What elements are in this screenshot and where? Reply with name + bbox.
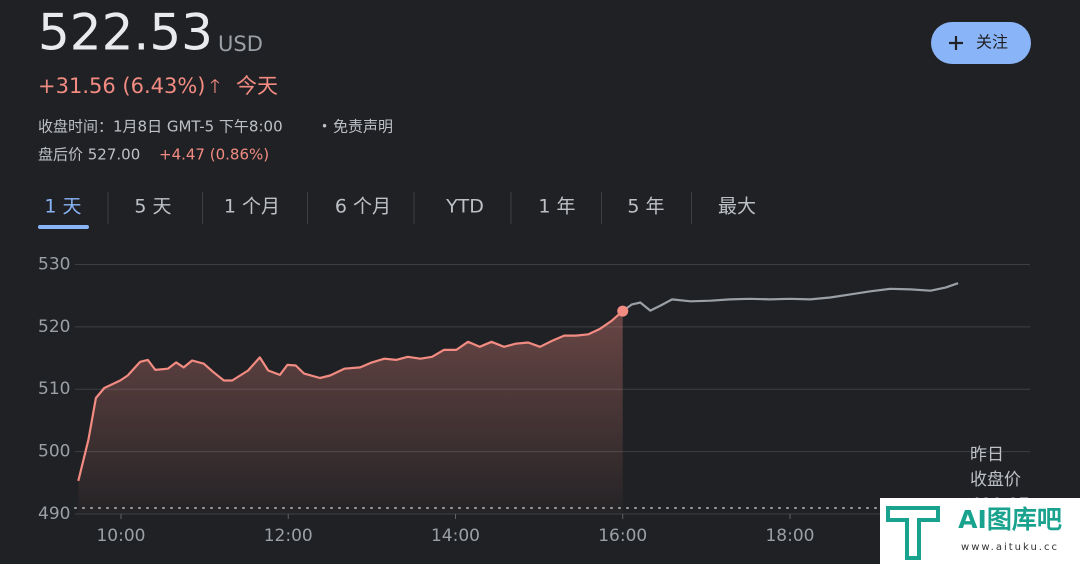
y-tick-label: 510 [38,379,70,399]
y-tick-label: 500 [38,442,70,462]
tab-underline [38,225,89,229]
price: 522.53 [38,4,213,62]
change: +31.56 (6.43%) [38,74,206,98]
change-arrow: 🡑 [210,76,220,98]
tab[interactable]: YTD [445,196,484,218]
separator: • [321,120,328,134]
disclaimer[interactable]: 免责声明 [333,118,393,136]
x-tick-label: 10:00 [96,526,145,546]
watermark-url: www.aituku.cc [961,542,1059,553]
tab[interactable]: 6 个月 [335,196,391,218]
button-bg[interactable] [931,22,1031,64]
close-time: 收盘时间：1月8日 GMT-5 下午8:00 [38,118,283,136]
plus-icon[interactable] [949,36,963,50]
watermark: AI图库吧 www.aituku.cc [880,498,1080,564]
x-tick-label: 16:00 [598,526,647,546]
tab[interactable]: 1 个月 [224,196,280,218]
y-tick-label: 490 [38,504,70,524]
tabs: 1 天 5 天 1 个月 6 个月 YTD 1 年 5 年 最大 [38,192,756,229]
change-period: 今天 [236,74,278,98]
price-line [77,310,624,482]
tab[interactable]: 最大 [718,196,756,218]
y-tick-label: 530 [38,254,70,274]
x-tick-label: 14:00 [431,526,480,546]
watermark-title: AI图库吧 [958,505,1062,534]
after-hours-change: +4.47 (0.86%) [159,146,269,164]
price-line [622,282,959,312]
button-label[interactable]: 关注 [976,33,1008,52]
tab[interactable]: 1 年 [538,196,575,218]
x-tick-label: 18:00 [765,526,814,546]
follow-button[interactable]: 关注 [931,22,1031,64]
tab[interactable]: 5 天 [134,196,171,218]
previous-close-label: 昨日 [970,445,1004,465]
y-tick-label: 520 [38,317,70,337]
close-dot [617,305,629,317]
tab[interactable]: 5 年 [627,196,664,218]
tab[interactable]: 1 天 [44,196,81,218]
x-tick-label: 12:00 [264,526,313,546]
chart: 490 500 510 520 530 10:00 12:00 14:00 16:00 18:00… [38,254,1030,546]
after-hours-label: 盘后价 527.00 [38,146,140,164]
previous-close-label: 收盘价 [970,470,1021,490]
watermark-logo [886,506,940,560]
currency: USD [218,32,263,56]
area [78,311,623,514]
